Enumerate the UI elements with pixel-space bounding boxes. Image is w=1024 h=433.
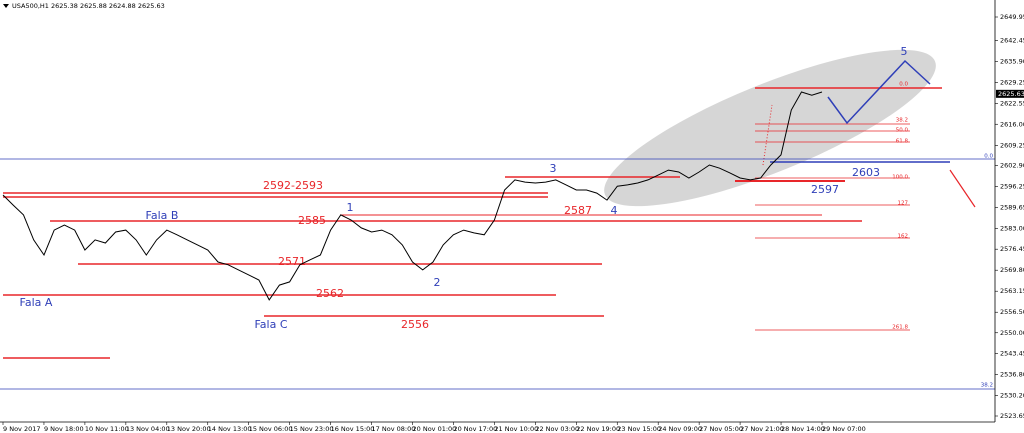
- y-tick-label: 2556.50: [1000, 308, 1024, 316]
- x-tick-label: 14 Nov 13:00: [208, 425, 252, 433]
- wave-label: Fala B: [146, 209, 179, 222]
- fib-label: 50.0: [896, 128, 909, 134]
- level-label: 2603: [852, 166, 880, 179]
- fib-label: 162: [898, 234, 909, 240]
- level-labels: 2592-2593 2585 2587 2571 2562 2556 2597 …: [20, 45, 994, 389]
- level-label: 2587: [564, 204, 592, 217]
- chart-title: USA500,H1 2625.38 2625.88 2624.88 2625.6…: [12, 2, 165, 10]
- x-tick-label: 9 Nov 2017: [3, 425, 41, 433]
- x-tick-label: 10 Nov 11:00: [85, 425, 129, 433]
- y-tick-label: 2622.55: [1000, 100, 1024, 108]
- last-price-tag: [996, 89, 1024, 98]
- wave-label: 1: [347, 201, 354, 214]
- x-tick-label: 13 Nov 04:00: [126, 425, 170, 433]
- price-line: [2, 91, 823, 301]
- wave-label: 2: [434, 276, 441, 289]
- fib-label: 38.2: [896, 118, 908, 124]
- y-tick-label: 2536.80: [1000, 370, 1024, 378]
- x-tick-label: 28 Nov 14:00: [781, 425, 825, 433]
- y-tick-label: 2596.25: [1000, 183, 1024, 191]
- y-tick-label: 2523.65: [1000, 412, 1024, 420]
- x-tick-label: 15 Nov 23:00: [290, 425, 334, 433]
- x-tick-label: 27 Nov 21:00: [740, 425, 784, 433]
- levels: [3, 87, 976, 359]
- y-tick-label: 2629.25: [1000, 78, 1024, 86]
- x-tick-label: 22 Nov 03:00: [535, 425, 579, 433]
- y-tick-label: 2589.65: [1000, 203, 1024, 211]
- y-tick-label: 2530.20: [1000, 391, 1024, 399]
- level-label: 2571: [278, 255, 306, 268]
- x-tick-label: 16 Nov 15:00: [331, 425, 375, 433]
- menu-arrow[interactable]: [3, 4, 9, 8]
- x-tick-label: 22 Nov 19:00: [576, 425, 620, 433]
- x-tick-label: 13 Nov 20:00: [167, 425, 211, 433]
- y-tick-label: 2583.00: [1000, 225, 1024, 233]
- wave-label: 5: [901, 45, 908, 58]
- y-tick-label: 2609.25: [1000, 142, 1024, 150]
- level-label: 2562: [316, 287, 344, 300]
- wave-ellipse: [604, 49, 936, 207]
- fib-label: 127: [898, 201, 909, 207]
- x-tick-label: 29 Nov 07:00: [822, 425, 866, 433]
- wave-label: Fala C: [254, 318, 287, 331]
- x-tick-label: 27 Nov 05:00: [699, 425, 743, 433]
- y-tick-label: 2602.90: [1000, 162, 1024, 170]
- y-tick-label: 2635.90: [1000, 57, 1024, 65]
- y-tick-label: 2563.15: [1000, 287, 1024, 295]
- y-tick-label: 2550.00: [1000, 329, 1024, 337]
- y-tick-label: 2569.80: [1000, 266, 1024, 274]
- x-tick-label: 9 Nov 18:00: [44, 425, 84, 433]
- wave-label: 4: [611, 204, 618, 217]
- fib-label: 38.2: [981, 383, 993, 389]
- level-label: 2585: [298, 214, 326, 227]
- fib-label: 0.0: [984, 154, 993, 160]
- wave-label: 3: [550, 162, 557, 175]
- level-label: 2592-2593: [263, 179, 323, 192]
- x-tick-label: 20 Nov 17:00: [453, 425, 497, 433]
- y-tick-label: 2649.95: [1000, 13, 1024, 21]
- x-tick-label: 24 Nov 09:00: [658, 425, 702, 433]
- x-tick-label: 20 Nov 01:00: [413, 425, 457, 433]
- y-tick-label: 2616.00: [1000, 120, 1024, 128]
- wave-label: Fala A: [20, 296, 53, 309]
- x-tick-label: 21 Nov 10:00: [494, 425, 538, 433]
- x-tick-label: 23 Nov 15:00: [617, 425, 661, 433]
- blue-lines: [0, 59, 995, 390]
- x-tick-label: 15 Nov 06:00: [249, 425, 293, 433]
- x-tick-label: 17 Nov 08:00: [372, 425, 416, 433]
- fib-label: 261.8: [892, 325, 908, 331]
- y-tick-label: 2576.45: [1000, 245, 1024, 253]
- fib-label: 0.0: [899, 82, 908, 88]
- fib-label: 100.0: [892, 175, 908, 181]
- level-label: 2597: [811, 183, 839, 196]
- level-label: 2556: [401, 318, 429, 331]
- last-price-label: 2625.63: [998, 90, 1024, 98]
- y-tick-label: 2543.45: [1000, 349, 1024, 357]
- fib-label: 61.8: [896, 139, 909, 145]
- y-tick-label: 2642.45: [1000, 37, 1024, 45]
